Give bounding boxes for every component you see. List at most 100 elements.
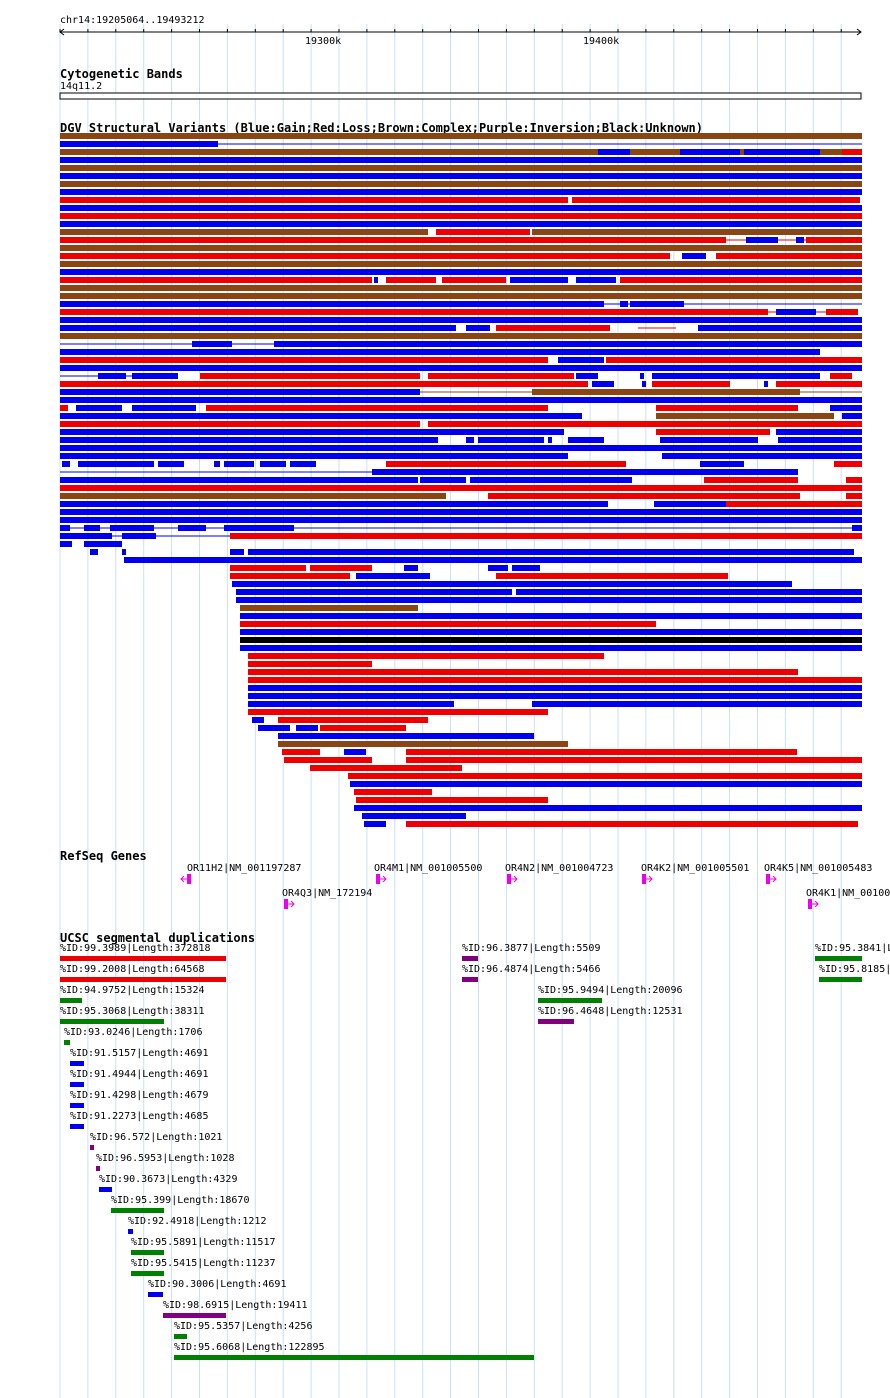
dgv-variant bbox=[60, 173, 862, 179]
segdup-label[interactable]: %ID:91.4298|Length:4679 bbox=[70, 1090, 209, 1101]
segdup-label[interactable]: %ID:95.5415|Length:11237 bbox=[131, 1258, 276, 1269]
segdup-bar bbox=[70, 1124, 84, 1129]
dgv-variant bbox=[284, 757, 372, 763]
dgv-variant bbox=[656, 405, 798, 411]
gene-model bbox=[376, 874, 387, 884]
cytoband-track-title: Cytogenetic Bands bbox=[60, 67, 183, 81]
gene-label-or4q3[interactable]: OR4Q3|NM_172194 bbox=[282, 888, 373, 899]
gene-label-or11h2[interactable]: OR11H2|NM_001197287 bbox=[187, 863, 302, 874]
gene-label-or4k5[interactable]: OR4K5|NM_001005483 bbox=[764, 863, 873, 874]
segdup-label[interactable]: %ID:95.6068|Length:122895 bbox=[174, 1342, 325, 1353]
segdup-label[interactable]: %ID:96.4874|Length:5466 bbox=[462, 964, 601, 975]
dgv-variant bbox=[744, 149, 820, 155]
dgv-variant bbox=[620, 301, 628, 307]
gene-label-or4k2[interactable]: OR4K2|NM_001005501 bbox=[641, 863, 750, 874]
segdup-label[interactable]: %ID:95.9494|Length:20096 bbox=[538, 985, 683, 996]
segdup-label[interactable]: %ID:95.5891|Length:11517 bbox=[131, 1237, 276, 1248]
segdup-label[interactable]: %ID:96.3877|Length:5509 bbox=[462, 943, 601, 954]
dgv-variant bbox=[364, 821, 386, 827]
dgv-variant bbox=[60, 157, 862, 163]
cytoband-ideogram[interactable] bbox=[0, 90, 890, 102]
gene-strand-arrow bbox=[513, 875, 518, 883]
segdup-label[interactable]: %ID:91.4944|Length:4691 bbox=[70, 1069, 209, 1080]
dgv-variant bbox=[60, 197, 568, 203]
dgv-variant bbox=[60, 477, 418, 483]
gene-model bbox=[766, 874, 777, 884]
dgv-variant bbox=[406, 757, 862, 763]
dgv-variant bbox=[60, 405, 68, 411]
segdup-label[interactable]: %ID:95.399|Length:18670 bbox=[111, 1195, 250, 1206]
segdup-label[interactable]: %ID:92.4918|Length:1212 bbox=[128, 1216, 267, 1227]
dgv-variant bbox=[178, 525, 206, 531]
dgv-variant bbox=[660, 437, 758, 443]
dgv-variant bbox=[620, 277, 862, 283]
segdup-label[interactable]: %ID:95.3068|Length:38311 bbox=[60, 1006, 205, 1017]
dgv-variant bbox=[374, 277, 378, 283]
dgv-variant bbox=[248, 701, 454, 707]
ruler-tick-19300k: 19300k bbox=[305, 36, 342, 47]
dgv-variant bbox=[442, 277, 506, 283]
dgv-variant bbox=[466, 325, 490, 331]
segdup-label[interactable]: %ID:91.2273|Length:4685 bbox=[70, 1111, 209, 1122]
dgv-variant bbox=[320, 725, 406, 731]
segdup-label[interactable]: %ID:90.3006|Length:4691 bbox=[148, 1279, 287, 1290]
dgv-variant bbox=[776, 429, 862, 435]
segdup-label[interactable]: %ID:99.2008|Length:64568 bbox=[60, 964, 205, 975]
gene-label-or4m1[interactable]: OR4M1|NM_001005500 bbox=[374, 863, 483, 874]
dgv-variant bbox=[60, 509, 862, 515]
dgv-variant bbox=[84, 453, 112, 459]
dgv-variant bbox=[60, 301, 604, 307]
dgv-variant bbox=[236, 589, 512, 595]
segdup-label[interactable]: %ID:96.4648|Length:12531 bbox=[538, 1006, 683, 1017]
gene-exon bbox=[284, 899, 288, 909]
dgv-variant bbox=[60, 357, 548, 363]
dgv-variant bbox=[436, 485, 862, 491]
segdup-label[interactable]: %ID:95.8185| bbox=[819, 964, 890, 975]
dgv-variant bbox=[716, 253, 862, 259]
dgv-variant bbox=[60, 397, 862, 403]
dgv-variant bbox=[558, 357, 604, 363]
dgv-variant bbox=[60, 525, 70, 531]
dgv-variant bbox=[488, 565, 508, 571]
dgv-variant bbox=[200, 373, 420, 379]
segdup-label[interactable]: %ID:91.5157|Length:4691 bbox=[70, 1048, 209, 1059]
segdup-label[interactable]: %ID:98.6915|Length:19411 bbox=[163, 1300, 308, 1311]
ruler[interactable] bbox=[0, 24, 890, 40]
segdup-bar bbox=[99, 1187, 112, 1192]
segdup-label[interactable]: %ID:96.572|Length:1021 bbox=[90, 1132, 223, 1143]
dgv-variant bbox=[404, 565, 418, 571]
dgv-variant bbox=[496, 325, 610, 331]
segdup-label[interactable]: %ID:95.5357|Length:4256 bbox=[174, 1321, 313, 1332]
segdup-label[interactable]: %ID:93.0246|Length:1706 bbox=[64, 1027, 203, 1038]
gene-exon bbox=[376, 874, 380, 884]
segdup-label[interactable]: %ID:90.3673|Length:4329 bbox=[99, 1174, 238, 1185]
dgv-variant bbox=[248, 685, 862, 691]
segdup-bar bbox=[90, 1145, 94, 1150]
gene-model bbox=[642, 874, 653, 884]
dgv-variant bbox=[576, 277, 616, 283]
dgv-variant bbox=[236, 597, 862, 603]
dgv-variant bbox=[62, 461, 70, 467]
dgv-variant bbox=[122, 549, 126, 555]
dgv-variant bbox=[232, 581, 792, 587]
dgv-variant bbox=[640, 373, 644, 379]
dgv-variant bbox=[662, 453, 862, 459]
dgv-variant bbox=[576, 373, 598, 379]
dgv-variant bbox=[568, 437, 604, 443]
dgv-variant bbox=[60, 165, 862, 171]
segdup-label[interactable]: %ID:96.5953|Length:1028 bbox=[96, 1153, 235, 1164]
dgv-variant bbox=[248, 693, 862, 699]
segdup-label[interactable]: %ID:94.9752|Length:15324 bbox=[60, 985, 205, 996]
dgv-variant bbox=[60, 285, 862, 291]
gene-strand-arrow bbox=[382, 875, 387, 883]
dgv-variant bbox=[60, 141, 218, 147]
gene-label-or4n2[interactable]: OR4N2|NM_001004723 bbox=[505, 863, 614, 874]
segdup-label[interactable]: %ID:95.3841|L bbox=[815, 943, 890, 954]
dgv-variant bbox=[428, 421, 862, 427]
segdup-label[interactable]: %ID:99.3989|Length:372818 bbox=[60, 943, 211, 954]
dgv-variant bbox=[60, 261, 862, 267]
dgv-variant bbox=[700, 461, 744, 467]
dgv-variant bbox=[60, 309, 768, 315]
gene-label-or4k1[interactable]: OR4K1|NM_00100 bbox=[806, 888, 890, 899]
